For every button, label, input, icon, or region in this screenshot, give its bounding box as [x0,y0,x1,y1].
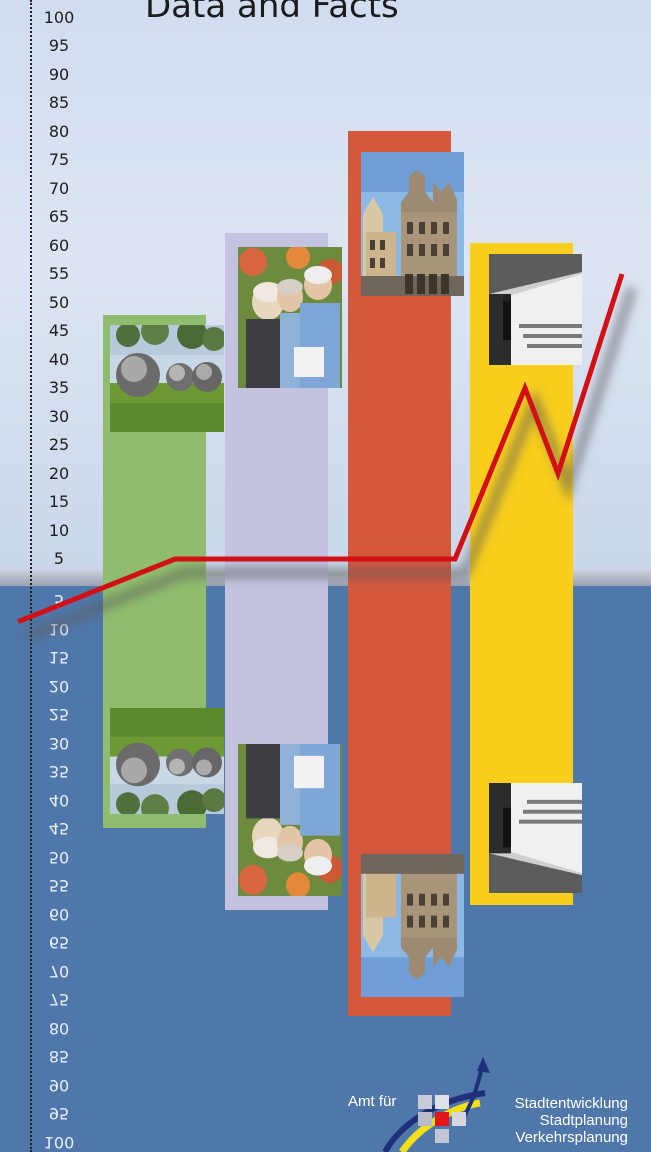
axis-tick-upper: 30 [48,406,70,426]
axis-tick-upper: 100 [43,7,75,27]
axis-tick-upper: 55 [48,264,70,283]
gothic-town-hall-photo-icon [361,152,464,296]
logo-prefix-text: Amt für [348,1093,397,1110]
axis-tick-lower: 90 [48,1075,70,1095]
axis-tick-lower: 55 [48,876,70,895]
axis-tick-lower: 95 [48,1104,70,1123]
axis-tick-upper: 20 [48,463,70,483]
office-logo: Amt für Stadtentwicklung Stadtplanung Ve… [340,1055,640,1152]
axis-tick-lower: 75 [48,990,70,1009]
axis-tick-lower: 10 [48,619,70,639]
axis-tick-lower: 45 [48,819,70,838]
axis-tick-lower: 20 [48,676,70,696]
gothic-town-hall-photo-icon-reflection [361,854,464,997]
axis-tick-upper: 5 [53,549,65,568]
axis-tick-upper: 70 [48,178,70,198]
axis-tick-lower: 100 [43,1132,75,1152]
lecture-hall-photo-icon-reflection [489,783,582,893]
axis-tick-upper: 60 [48,235,70,255]
axis-tick-lower: 70 [48,961,70,981]
dotted-axis-line [30,0,32,1152]
axis-tick-upper: 75 [48,150,70,169]
axis-tick-upper: 15 [48,492,70,511]
axis-tick-lower: 80 [48,1018,70,1038]
senior-women-photo-icon [238,247,342,388]
axis-tick-lower: 15 [48,648,70,667]
logo-department-names: Stadtentwicklung Stadtplanung Verkehrspl… [515,1095,628,1146]
axis-tick-lower: 30 [48,733,70,753]
office-emblem-icon [382,1057,490,1152]
axis-tick-lower: 60 [48,904,70,924]
senior-women-photo-icon-reflection [238,744,342,896]
poster-title: Data and Facts [145,0,399,26]
axis-tick-upper: 40 [48,349,70,369]
logo-line-verkehrsplanung: Verkehrsplanung [515,1129,628,1146]
axis-tick-upper: 85 [48,93,70,112]
axis-tick-lower: 35 [48,762,70,781]
axis-tick-upper: 90 [48,64,70,84]
axis-tick-lower: 85 [48,1047,70,1066]
axis-tick-lower: 5 [53,591,65,610]
axis-tick-upper: 80 [48,121,70,141]
axis-tick-upper: 95 [48,36,70,55]
axis-tick-upper: 45 [48,321,70,340]
axis-tick-lower: 25 [48,705,70,724]
axis-tick-lower: 65 [48,933,70,952]
axis-tick-lower: 50 [48,847,70,867]
axis-tick-upper: 50 [48,292,70,312]
lecture-hall-photo-icon [489,254,582,365]
axis-tick-upper: 10 [48,520,70,540]
axis-tick-upper: 65 [48,207,70,226]
logo-line-stadtplanung: Stadtplanung [539,1112,628,1129]
logo-line-stadtentwicklung: Stadtentwicklung [514,1095,628,1112]
stone-spheres-park-photo-icon [110,325,224,432]
axis-tick-lower: 40 [48,790,70,810]
stone-spheres-park-photo-icon-reflection [110,708,224,814]
axis-tick-upper: 35 [48,378,70,397]
axis-tick-upper: 25 [48,435,70,454]
